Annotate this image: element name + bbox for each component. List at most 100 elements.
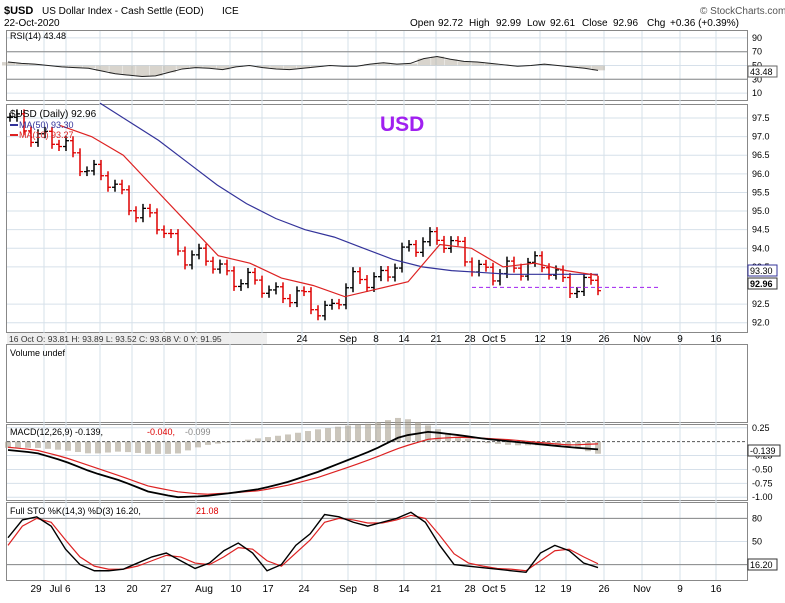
price-legend-title: $USD (Daily) 92.96 [10, 109, 97, 120]
ma50-badge: 93.30 [750, 266, 773, 276]
sto-badge: 16.20 [750, 560, 773, 570]
macd-histogram-bar [405, 419, 411, 442]
close-value: 92.96 [613, 18, 638, 29]
sto-tick: 80 [752, 513, 762, 523]
x-tick-mid: 19 [560, 334, 572, 345]
x-tick-mid: 14 [398, 334, 410, 345]
macd-histogram-bar [145, 441, 151, 454]
macd-histogram-bar [105, 441, 111, 453]
macd-histogram-bar [275, 435, 281, 442]
rsi-fill-bar [310, 65, 324, 67]
rsi-tick: 10 [752, 88, 762, 98]
sto-panel [6, 502, 748, 581]
macd-histogram-bar [195, 441, 201, 448]
macd-histogram-bar [415, 422, 421, 442]
rsi-fill-bar [15, 63, 29, 66]
macd-histogram-bar [295, 432, 301, 442]
macd-histogram-bar [425, 425, 431, 442]
macd-label: MACD(12,26,9) -0.139, [10, 427, 103, 437]
rsi-fill-bar [55, 65, 69, 67]
rsi-fill-bar [69, 65, 83, 68]
rsi-tick: 90 [752, 33, 762, 43]
macd-histogram-bar [205, 441, 211, 445]
price-tick: 94.0 [752, 243, 770, 253]
rsi-fill-bar [216, 65, 230, 70]
macd-histogram-bar [125, 441, 131, 453]
rsi-fill-bar [136, 65, 150, 77]
price-tick: 96.5 [752, 150, 770, 160]
x-tick-bottom: 8 [373, 584, 379, 595]
x-tick-mid: 12 [534, 334, 546, 345]
x-tick-bottom: 14 [398, 584, 410, 595]
ma10-line [59, 124, 599, 298]
macd-tick: -0.75 [752, 478, 773, 488]
ohlc-summary: Open 92.72 High 92.99 Low 92.61 Close 92… [410, 18, 739, 29]
rsi-fill-bar [270, 65, 284, 69]
macd-histogram-bar [215, 441, 221, 444]
price-badge: 92.96 [750, 279, 773, 289]
macd-histogram-bar [395, 417, 401, 442]
sto-d-line [7, 514, 599, 572]
macd-histogram-bar [505, 441, 511, 445]
exchange: ICE [222, 6, 239, 17]
x-tick-bottom: 24 [298, 584, 310, 595]
x-tick-mid: 21 [430, 334, 442, 345]
macd-tick: -0.50 [752, 464, 773, 474]
rsi-line [7, 56, 599, 78]
price-info-line: 16 Oct O: 93.81 H: 93.89 L: 93.52 C: 93.… [9, 334, 222, 344]
macd-histogram-bar [115, 441, 121, 452]
x-tick-bottom: 29 [30, 584, 42, 595]
open-value: 92.72 [438, 18, 463, 29]
rsi-fill-bar [297, 65, 310, 69]
price-panel [6, 104, 748, 333]
macd-histogram-bar [45, 441, 51, 449]
macd-histogram-bar [485, 441, 491, 444]
x-tick-bottom: 12 [534, 584, 546, 595]
close-label: Close [582, 18, 608, 29]
chg-label: Chg [647, 18, 665, 29]
price-tick: 96.0 [752, 169, 770, 179]
x-tick-bottom: 13 [94, 584, 106, 595]
macd-histogram-bar [285, 434, 291, 442]
x-tick-bottom: 21 [430, 584, 442, 595]
rsi-fill-bar [390, 64, 404, 66]
x-tick-bottom: 27 [160, 584, 172, 595]
macd-histogram-bar [165, 441, 171, 454]
price-tick: 97.5 [752, 113, 770, 123]
low-label: Low [527, 18, 546, 29]
rsi-tick: 70 [752, 47, 762, 57]
x-tick-mid: Sep [339, 334, 357, 345]
rsi-fill-bar [417, 58, 431, 66]
macd-histogram-bar [155, 441, 161, 454]
macd-histogram-bar [15, 441, 21, 448]
x-tick-mid: 8 [373, 334, 379, 345]
rsi-label: RSI(14) 43.48 [10, 31, 66, 41]
rsi-fill-bar [2, 62, 15, 66]
macd-histogram-bar [455, 436, 461, 442]
usd-annotation: USD [380, 113, 424, 136]
gridlines [7, 31, 747, 580]
macd-histogram-bar [55, 441, 61, 450]
macd-histogram-bar [175, 441, 181, 454]
x-tick-mid: Nov [633, 334, 651, 345]
rsi-fill-bar [82, 65, 96, 69]
price-tick: 95.0 [752, 206, 770, 216]
ma50-line [99, 102, 598, 275]
rsi-fill-bar [444, 59, 458, 66]
rsi-fill-bar [176, 65, 190, 69]
price-tick: 94.5 [752, 225, 770, 235]
sto-plot [7, 511, 747, 574]
chart-date: 22-Oct-2020 [4, 18, 60, 29]
macd-histogram-bar [35, 441, 41, 448]
macd-histogram-bar [265, 437, 271, 442]
macd-histogram-bar [245, 439, 251, 442]
rsi-fill-bar [457, 61, 471, 66]
macd-signal-line [7, 436, 599, 495]
rsi-fill-bar [377, 62, 391, 66]
x-tick-bottom: 9 [677, 584, 683, 595]
rsi-tick: 30 [752, 74, 762, 84]
x-tick-mid: 26 [598, 334, 610, 345]
price-tick: 92.0 [752, 318, 770, 328]
x-tick-bottom: 17 [262, 584, 274, 595]
